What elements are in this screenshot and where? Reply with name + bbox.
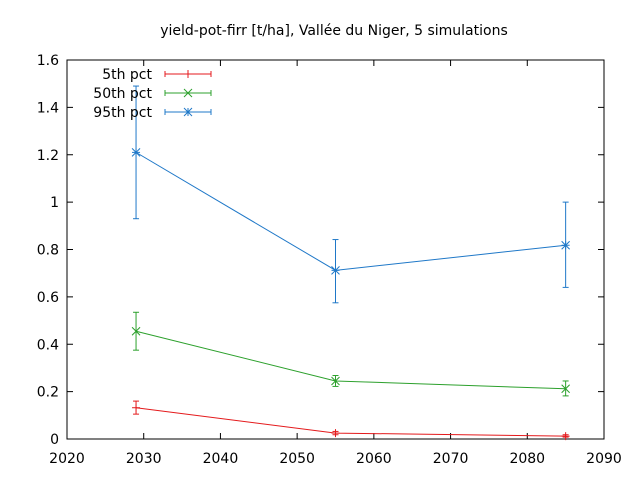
legend-entry-0: 5th pct (102, 67, 212, 83)
legend-entry-1: 50th pct (93, 86, 212, 102)
data-point (331, 265, 340, 275)
legend-entry-2: 95th pct (93, 105, 212, 121)
y-tick-label: 1.2 (37, 148, 59, 164)
data-point (131, 326, 141, 336)
y-tick-label: 0.8 (37, 243, 59, 259)
y-tick-label: 1.6 (37, 53, 59, 69)
y-tick-label: 1.4 (37, 100, 59, 116)
series-line (135, 330, 566, 390)
legend: 5th pct 50th pct 95th pct (93, 67, 212, 121)
x-tick-label: 2040 (203, 451, 239, 467)
data-point (561, 384, 570, 394)
x-tick-label: 2050 (279, 451, 315, 467)
data-point (132, 403, 141, 412)
axes: 2020 2030 2040 2050 2060 2070 2080 2090 0 0.2 0.4 0… (37, 53, 622, 467)
legend-marker (183, 88, 193, 98)
series-0 (132, 400, 570, 441)
y-tick-label: 1 (50, 195, 59, 211)
x-tick-label: 2090 (586, 451, 622, 467)
x-tick-label: 2070 (433, 451, 469, 467)
series-layer (131, 85, 570, 441)
legend-marker (183, 107, 193, 117)
data-point (561, 432, 570, 441)
y-tick-label: 0.4 (37, 337, 59, 353)
data-point (331, 429, 340, 438)
y-tick-label: 0 (50, 432, 59, 448)
y-tick-label: 0.2 (37, 385, 59, 401)
data-point (131, 148, 141, 157)
x-tick-label: 2060 (356, 451, 392, 467)
y-tick-label: 0.6 (37, 290, 59, 306)
data-point (561, 240, 570, 250)
x-tick-label: 2030 (126, 451, 162, 467)
data-point (331, 376, 340, 386)
chart-title: yield-pot-firr [t/ha], Vallée du Niger, … (160, 23, 508, 39)
x-tick-label: 2080 (509, 451, 545, 467)
series-line (135, 151, 566, 271)
series-2 (131, 85, 570, 304)
series-line (135, 407, 566, 437)
legend-label: 5th pct (102, 67, 152, 83)
legend-label: 50th pct (93, 86, 152, 102)
x-tick-label: 2020 (49, 451, 85, 467)
series-1 (131, 311, 570, 397)
legend-marker (184, 70, 192, 78)
legend-label: 95th pct (93, 105, 152, 121)
